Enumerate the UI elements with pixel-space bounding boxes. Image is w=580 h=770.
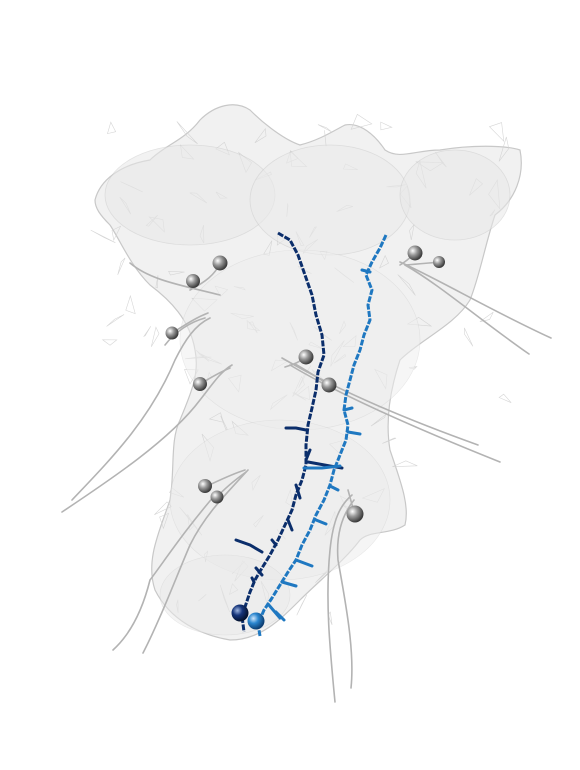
mesh-facet bbox=[143, 326, 152, 337]
mesh-facet bbox=[464, 327, 474, 347]
axon-branch bbox=[294, 558, 314, 568]
axon-branch bbox=[346, 430, 362, 436]
grey-node bbox=[165, 326, 179, 340]
mesh-facet bbox=[498, 393, 512, 403]
axon-branch bbox=[250, 576, 256, 584]
axon-branch bbox=[274, 610, 286, 622]
mesh-facet bbox=[350, 113, 373, 130]
mesh-facet bbox=[378, 254, 389, 269]
grey-node bbox=[321, 377, 337, 393]
mesh-facet bbox=[208, 412, 224, 423]
axon-branch bbox=[360, 268, 372, 274]
mesh-body-low bbox=[169, 419, 391, 581]
mesh-facet bbox=[107, 121, 117, 135]
grey-node bbox=[407, 245, 423, 261]
mesh-facet bbox=[479, 311, 494, 323]
axon-branch bbox=[286, 518, 294, 532]
neuron-dark-soma bbox=[231, 604, 249, 622]
grey-node bbox=[433, 256, 445, 268]
grey-node bbox=[212, 255, 228, 271]
mesh-facet bbox=[380, 121, 393, 131]
grey-node bbox=[298, 349, 314, 365]
axon-branch bbox=[270, 538, 278, 547]
neuron-light-soma bbox=[247, 612, 265, 630]
grey-projection-lines bbox=[61, 252, 552, 703]
axon-branch bbox=[342, 406, 354, 412]
grey-node bbox=[210, 490, 224, 504]
mesh-lobe-right bbox=[399, 149, 511, 241]
mesh-facet bbox=[106, 314, 125, 327]
mesh-facet bbox=[397, 274, 416, 296]
grey-nodes bbox=[165, 245, 445, 523]
axon-branch bbox=[280, 580, 298, 588]
axon-trunk bbox=[240, 231, 326, 633]
axon-branch bbox=[302, 464, 342, 470]
mesh-facet bbox=[155, 275, 159, 289]
grey-node bbox=[193, 377, 207, 391]
axon-branch bbox=[314, 518, 328, 526]
mesh-facet bbox=[488, 122, 505, 143]
mesh-facet bbox=[327, 611, 333, 625]
mesh-facet bbox=[154, 501, 172, 515]
mesh-facet bbox=[168, 271, 185, 276]
mesh-facet bbox=[382, 437, 397, 444]
axon-branch bbox=[304, 448, 312, 462]
mesh-facet bbox=[317, 124, 333, 133]
mesh-body-mid bbox=[179, 249, 421, 431]
axon-branch bbox=[234, 538, 264, 554]
brain-region-mesh bbox=[90, 104, 522, 641]
grey-node bbox=[346, 505, 364, 523]
mesh-lobe-left bbox=[104, 144, 276, 246]
mesh-facet bbox=[117, 257, 126, 276]
mesh-facet bbox=[409, 224, 415, 241]
mesh-facet bbox=[101, 339, 118, 346]
axon-trunk bbox=[256, 234, 388, 637]
axon-branch bbox=[328, 484, 340, 492]
grey-node bbox=[198, 479, 212, 493]
axon-branch bbox=[254, 566, 264, 577]
mesh-facet bbox=[159, 512, 170, 530]
axon-branch bbox=[284, 426, 308, 432]
mesh-facet bbox=[370, 413, 387, 427]
mesh-facet bbox=[392, 460, 418, 468]
grey-node bbox=[186, 274, 200, 288]
mesh-facet bbox=[296, 594, 308, 616]
mesh-facet bbox=[498, 136, 510, 162]
mesh-facet bbox=[111, 225, 122, 242]
mesh-facet bbox=[324, 130, 327, 147]
mesh-facet bbox=[90, 229, 116, 243]
mesh-facet bbox=[176, 121, 198, 145]
mesh-facet bbox=[254, 127, 267, 144]
mesh-tail bbox=[159, 554, 291, 636]
axon-branch bbox=[294, 483, 302, 500]
mesh-facet bbox=[220, 415, 228, 431]
mesh-facet bbox=[125, 294, 136, 315]
mesh-facet bbox=[151, 326, 160, 347]
neuron-light bbox=[256, 234, 388, 637]
